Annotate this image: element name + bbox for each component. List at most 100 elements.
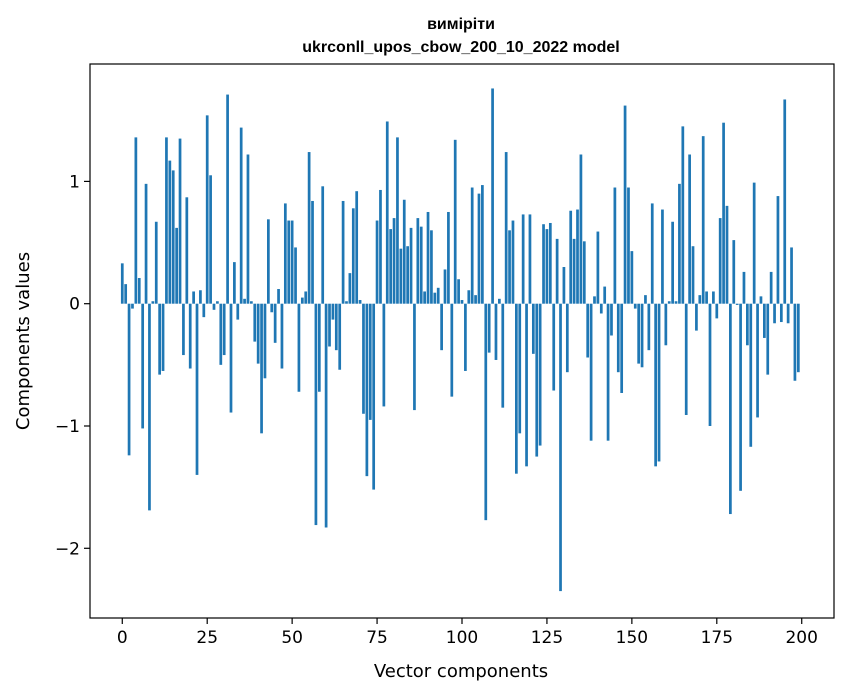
bar [243,298,246,304]
bar [419,226,423,304]
bar [464,303,467,371]
x-tick-label: 100 [446,628,478,648]
bar [233,262,236,304]
bar [460,300,464,304]
bar [141,303,145,429]
bar [746,303,749,346]
bar [358,300,362,304]
y-axis-label: Components values [13,252,34,430]
bar [593,296,596,304]
bar [297,303,301,392]
bar [616,303,620,373]
bar [796,303,800,373]
bar [511,220,515,304]
bar [151,301,155,304]
bar [127,303,131,456]
bar [470,187,474,304]
bar [382,303,386,407]
bar [321,186,325,304]
bar [120,263,124,304]
chart-title-line1: вимірiти [427,16,495,33]
bar [498,298,501,304]
bar [664,303,668,346]
bar [766,303,770,375]
bar [742,271,746,304]
bar [341,200,345,304]
bar [722,122,725,304]
bar [165,137,168,304]
x-tick-label: 175 [701,628,733,648]
bar [688,154,691,304]
bar [436,287,440,304]
bar [769,271,773,304]
bar [739,303,742,491]
bar [287,220,291,304]
bar [705,291,708,304]
bar [131,303,134,309]
bar [661,209,664,304]
bar [756,303,759,418]
bar [137,278,141,304]
bar [154,221,158,304]
x-tick-label: 150 [616,628,648,648]
bar [627,187,630,304]
bar [491,88,494,304]
bar [579,154,583,304]
bar [487,303,491,353]
bar [158,303,161,375]
bar [171,170,175,304]
bar [365,303,369,477]
bar [379,189,382,304]
y-tick-label: 0 [69,295,80,315]
bar [270,303,274,313]
bar [267,219,270,304]
bar [423,291,426,304]
bar [351,208,355,304]
bar [280,303,284,369]
bar [328,303,331,347]
bar [565,303,569,373]
bar [599,303,603,314]
bar [399,248,403,304]
bar [219,303,223,365]
bar [484,303,488,521]
bar [538,303,542,446]
bar [708,303,712,426]
bar [528,214,532,304]
bar [209,175,212,304]
bar [667,301,671,304]
bar [413,303,416,411]
bar [253,303,257,342]
bar [793,303,797,381]
bar [409,227,413,304]
bar [277,289,280,304]
bar [773,303,776,324]
bar [212,303,216,310]
bar [732,240,736,304]
bar [542,224,545,304]
bar [148,303,151,511]
bar [637,303,641,364]
bar [674,301,678,304]
x-tick-label: 50 [281,628,303,648]
bar [290,220,294,304]
bar [338,303,342,370]
bar [175,227,178,304]
bar [630,251,634,304]
bar [368,303,372,420]
chart-title-line2: ukrconll_upos_cbow_200_10_2022 model [302,39,619,56]
bar [759,296,763,304]
bar [260,303,263,434]
bar [300,297,304,304]
bar [144,183,148,304]
bar [504,152,508,304]
bar [633,303,637,309]
bar [535,303,539,457]
bar [294,247,297,304]
bar [406,246,409,304]
bar [671,221,674,304]
bar [447,211,450,304]
bar [192,291,195,304]
bar [531,303,535,354]
